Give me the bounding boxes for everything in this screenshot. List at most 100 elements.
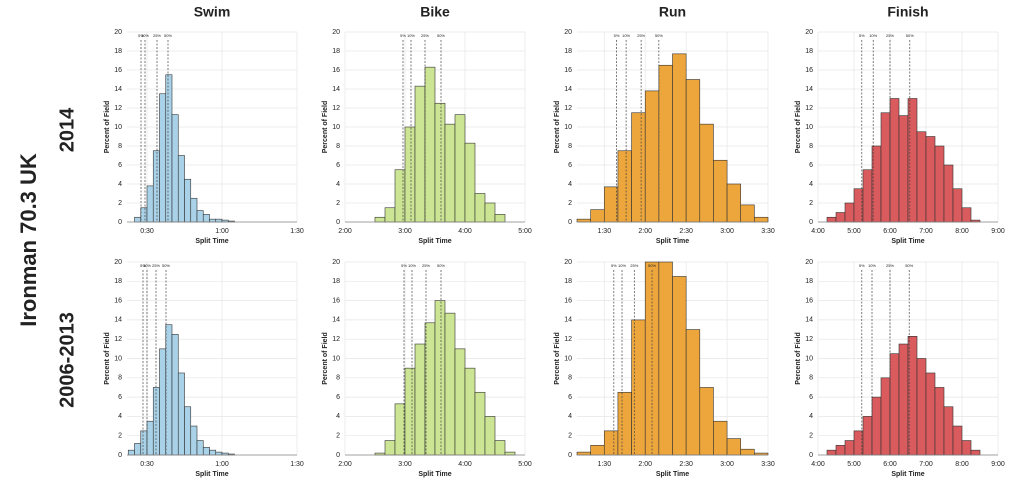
histogram-bar xyxy=(171,334,179,456)
histogram-bar xyxy=(394,169,406,223)
histogram-bar xyxy=(685,329,701,456)
y-tick-label: 4 xyxy=(809,413,813,420)
histogram-bar xyxy=(209,218,217,223)
y-axis-label: Percent of Field xyxy=(104,101,111,154)
y-tick-label: 0 xyxy=(336,219,340,226)
y-axis-label: Percent of Field xyxy=(795,101,802,154)
x-tick-label: 3:00 xyxy=(398,228,412,235)
x-tick-label: 6:00 xyxy=(883,461,897,468)
x-tick-label: 3:30 xyxy=(761,228,775,235)
histogram-bar xyxy=(699,123,714,223)
row-label: 2006-2013 xyxy=(56,312,78,408)
histogram-bar xyxy=(202,214,210,223)
y-tick-label: 16 xyxy=(805,297,813,304)
histogram-bar xyxy=(835,445,846,456)
percentile-label: 50% xyxy=(162,263,170,268)
histogram-bar xyxy=(907,98,918,223)
y-tick-label: 12 xyxy=(114,105,122,112)
histogram-bar xyxy=(644,90,660,223)
percentile-label: 5% xyxy=(401,263,407,268)
y-tick-label: 6 xyxy=(568,394,572,401)
y-tick-label: 2 xyxy=(336,433,340,440)
figure-title: Ironman 70.3 UK xyxy=(16,153,41,327)
y-tick-label: 4 xyxy=(118,181,122,188)
x-tick-label: 1:00 xyxy=(215,228,229,235)
y-tick-label: 16 xyxy=(332,67,340,74)
y-tick-label: 8 xyxy=(568,143,572,150)
y-tick-label: 20 xyxy=(332,29,340,36)
x-tick-label: 4:00 xyxy=(811,228,825,235)
x-tick-label: 7:00 xyxy=(919,461,933,468)
histogram-bar xyxy=(889,98,900,223)
histogram-bar xyxy=(658,64,673,223)
x-tick-label: 4:00 xyxy=(458,228,472,235)
percentile-label: 50% xyxy=(437,33,445,38)
y-tick-label: 2 xyxy=(568,433,572,440)
histogram-bar xyxy=(404,126,416,223)
histogram-bar xyxy=(934,145,945,223)
x-tick-label: 2:30 xyxy=(679,461,693,468)
histogram-bar xyxy=(862,416,873,456)
histogram-bar xyxy=(844,440,855,456)
y-tick-label: 6 xyxy=(336,394,340,401)
y-tick-label: 12 xyxy=(805,336,813,343)
percentile-label: 5% xyxy=(611,263,617,268)
percentile-label: 50% xyxy=(437,263,445,268)
histogram-bar xyxy=(699,387,714,456)
y-tick-label: 14 xyxy=(332,317,340,324)
histogram-bar xyxy=(140,207,148,223)
y-tick-label: 8 xyxy=(568,375,572,382)
y-tick-label: 10 xyxy=(564,124,572,131)
histogram-bar xyxy=(713,420,728,456)
histogram-bar xyxy=(474,193,486,223)
histogram-bar xyxy=(494,440,506,456)
x-tick-label: 0:30 xyxy=(140,461,154,468)
x-tick-label: 1:30 xyxy=(290,461,304,468)
y-tick-label: 16 xyxy=(332,297,340,304)
y-tick-label: 10 xyxy=(114,124,122,131)
y-tick-label: 0 xyxy=(809,219,813,226)
histogram-bar xyxy=(713,159,728,223)
histogram-bar xyxy=(880,377,891,456)
x-tick-label: 5:00 xyxy=(847,228,861,235)
y-tick-label: 18 xyxy=(805,48,813,55)
y-tick-label: 16 xyxy=(805,67,813,74)
y-tick-label: 4 xyxy=(809,181,813,188)
panel-title: Bike xyxy=(420,4,450,20)
histogram-bar xyxy=(961,440,972,456)
histogram-bar xyxy=(424,322,436,456)
histogram-bar xyxy=(394,403,406,456)
percentile-label: 10% xyxy=(622,33,630,38)
histogram-bar xyxy=(414,343,426,456)
histogram-bar xyxy=(165,324,173,456)
histogram-bar xyxy=(603,430,619,456)
y-tick-label: 10 xyxy=(114,355,122,362)
histogram-bar xyxy=(140,430,148,456)
y-tick-label: 14 xyxy=(805,317,813,324)
histogram-bar xyxy=(844,202,855,223)
y-tick-label: 20 xyxy=(805,259,813,266)
histogram-bar xyxy=(184,178,192,223)
x-axis-label: Split Time xyxy=(656,238,689,245)
y-tick-label: 18 xyxy=(564,48,572,55)
histogram-bar xyxy=(943,406,954,456)
histogram-bar xyxy=(196,440,204,456)
percentile-label: 25% xyxy=(886,33,894,38)
y-tick-label: 4 xyxy=(568,413,572,420)
y-tick-label: 14 xyxy=(564,317,572,324)
percentile-label: 50% xyxy=(648,263,656,268)
y-axis-label: Percent of Field xyxy=(104,332,111,385)
histogram-bar xyxy=(826,449,837,456)
histogram-bar xyxy=(726,183,742,223)
x-tick-label: 1:30 xyxy=(597,461,611,468)
x-axis-label: Split Time xyxy=(195,238,228,245)
y-tick-label: 4 xyxy=(336,413,340,420)
y-tick-label: 18 xyxy=(332,278,340,285)
y-tick-label: 8 xyxy=(118,375,122,382)
y-tick-label: 10 xyxy=(805,355,813,362)
percentile-label: 25% xyxy=(630,263,638,268)
y-tick-label: 14 xyxy=(564,86,572,93)
y-tick-label: 18 xyxy=(114,48,122,55)
percentile-label: 5% xyxy=(140,263,146,268)
histogram-bar xyxy=(444,312,456,456)
